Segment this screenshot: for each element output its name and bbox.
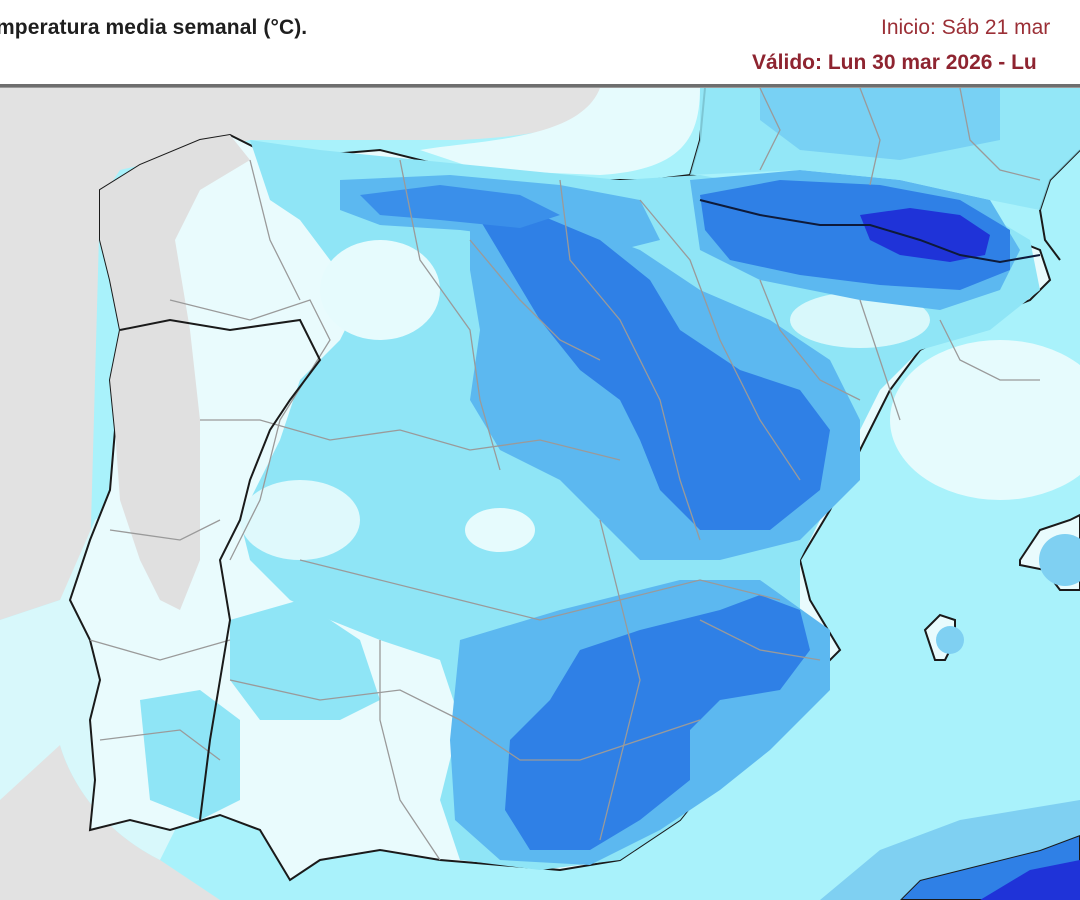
map-title: mperatura media semanal (°C). — [0, 16, 308, 39]
portugal-spain-border — [119, 318, 322, 821]
neutral-zone-atlantic — [0, 88, 610, 620]
map-header: mperatura media semanal (°C). Inicio: Sá… — [0, 0, 1080, 84]
valid-period-label: Válido: Lun 30 mar 2026 - Lu — [752, 51, 1037, 74]
start-date-label: Inicio: Sáb 21 mar — [881, 16, 1051, 39]
neutral-zone-southwest — [0, 744, 220, 900]
header-divider — [0, 84, 1080, 88]
province-borders — [89, 88, 1041, 861]
temperature-anomaly-map — [0, 88, 1080, 900]
map-canvas — [0, 88, 1080, 900]
